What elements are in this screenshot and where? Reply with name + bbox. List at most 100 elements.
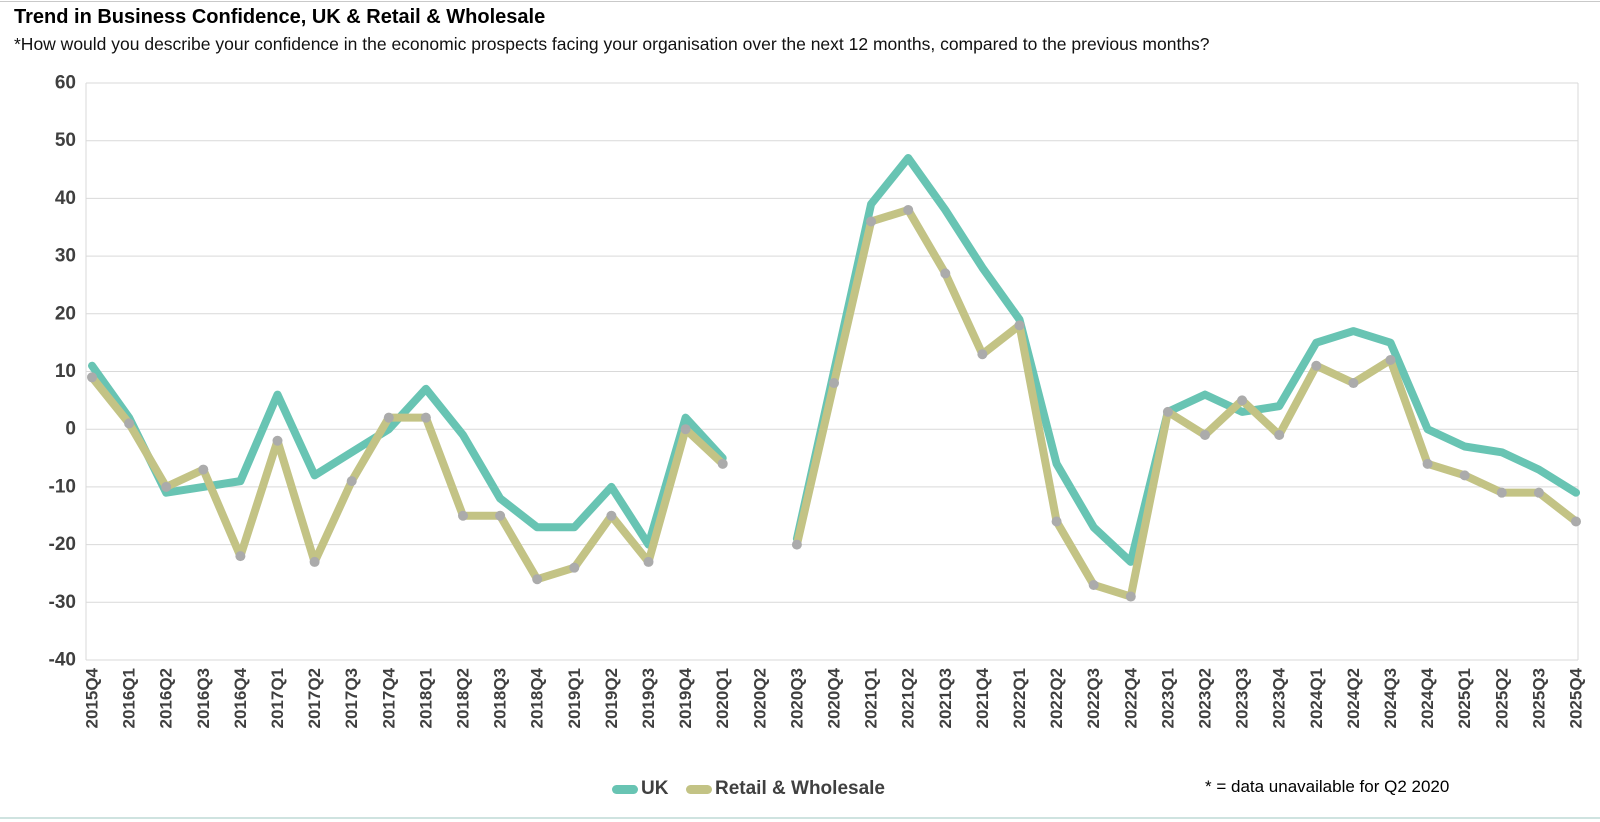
data-point-marker <box>903 204 914 215</box>
data-point-marker <box>940 268 951 279</box>
y-tick-label: 10 <box>55 361 76 382</box>
x-tick-label: 2016Q1 <box>120 668 139 729</box>
x-tick-label: 2025Q1 <box>1455 668 1474 729</box>
x-tick-label: 2021Q4 <box>973 667 992 728</box>
x-tick-label: 2025Q4 <box>1567 667 1586 728</box>
y-tick-label: 40 <box>55 188 76 209</box>
y-tick-label: -10 <box>49 476 76 497</box>
x-axis-labels: 2015Q4 2016Q1 2016Q2 2016Q3 2016Q4 2017Q1 2017… <box>83 667 1586 728</box>
x-tick-label: 2021Q2 <box>899 668 918 729</box>
x-tick-label: 2019Q2 <box>602 668 621 729</box>
x-tick-label: 2021Q1 <box>862 668 881 729</box>
data-point-marker <box>1200 429 1210 440</box>
data-point-marker <box>606 510 617 521</box>
data-point-marker <box>198 464 209 475</box>
gridlines <box>85 82 1579 661</box>
x-tick-label: 2020Q1 <box>713 668 732 729</box>
data-point-marker <box>458 510 468 521</box>
x-tick-label: 2024Q2 <box>1344 668 1363 729</box>
x-tick-label: 2018Q3 <box>491 668 510 729</box>
x-tick-label: 2022Q4 <box>1121 667 1140 728</box>
x-tick-label: 2019Q4 <box>676 667 695 728</box>
data-point-marker <box>235 551 246 562</box>
data-point-marker <box>1162 406 1173 417</box>
x-tick-label: 2018Q2 <box>454 668 473 729</box>
data-point-marker <box>1571 516 1581 527</box>
x-tick-label: 2025Q3 <box>1529 668 1548 729</box>
data-point-marker <box>346 476 357 487</box>
legend-label-retail-wholesale: Retail & Wholesale <box>715 778 885 799</box>
data-point-marker <box>866 216 877 227</box>
series-line-uk <box>792 154 1580 566</box>
x-tick-label: 2015Q4 <box>83 667 102 728</box>
chart-legend: UK Retail & Wholesale * = data unavailab… <box>0 770 1600 806</box>
data-point-marker <box>1125 591 1136 602</box>
data-point-marker <box>1496 487 1507 498</box>
x-tick-label: 2024Q3 <box>1381 668 1400 729</box>
data-point-marker <box>532 574 543 585</box>
x-tick-label: 2024Q4 <box>1418 667 1437 728</box>
y-tick-label: 30 <box>55 246 76 267</box>
data-point-marker <box>1311 360 1322 371</box>
data-point-marker <box>383 412 394 423</box>
y-axis-labels: 60 50 40 30 20 10 0 -10 -20 -30 -40 <box>49 73 76 671</box>
y-tick-label: -20 <box>49 534 76 555</box>
x-tick-label: 2017Q4 <box>379 667 398 728</box>
y-tick-label: 50 <box>55 130 76 151</box>
data-point-marker <box>1088 579 1099 590</box>
retail-wholesale-series-swatch <box>686 784 712 794</box>
x-tick-label: 2023Q2 <box>1196 668 1215 729</box>
legend-item-retail-wholesale: Retail & Wholesale <box>686 778 885 800</box>
x-tick-label: 2020Q2 <box>750 668 769 729</box>
y-tick-label: -30 <box>49 592 76 613</box>
legend-item-uk: UK <box>612 778 668 800</box>
data-point-marker <box>791 539 802 550</box>
data-point-marker <box>829 378 839 389</box>
y-tick-label: 0 <box>65 419 76 440</box>
data-point-marker <box>1348 378 1359 389</box>
x-tick-label: 2019Q1 <box>565 668 584 729</box>
x-tick-label: 2023Q4 <box>1270 667 1289 728</box>
data-point-marker <box>495 510 506 521</box>
x-tick-label: 2022Q3 <box>1084 668 1103 729</box>
series-line-uk <box>88 361 727 549</box>
x-tick-label: 2019Q3 <box>639 668 658 729</box>
data-point-marker <box>1051 516 1062 527</box>
data-point-marker <box>124 418 135 429</box>
y-tick-label: 20 <box>55 303 76 324</box>
data-point-marker <box>643 556 654 567</box>
data-point-marker <box>161 481 172 492</box>
x-tick-label: 2022Q2 <box>1047 668 1066 729</box>
y-tick-label: -40 <box>49 650 76 671</box>
series-lines <box>88 154 1580 601</box>
data-point-marker <box>1422 458 1433 469</box>
bottom-border-line <box>0 817 1600 819</box>
x-tick-label: 2023Q3 <box>1233 668 1252 729</box>
x-tick-label: 2018Q4 <box>528 667 547 728</box>
x-tick-label: 2018Q1 <box>416 668 435 729</box>
data-point-marker <box>1014 320 1025 331</box>
data-point-marker <box>680 424 691 435</box>
y-tick-label: 60 <box>55 73 76 94</box>
data-point-marker <box>977 349 988 360</box>
x-tick-label: 2023Q1 <box>1158 668 1177 729</box>
series-line-retail-wholesale <box>88 373 727 584</box>
x-tick-label: 2017Q1 <box>268 668 287 729</box>
uk-series-swatch <box>612 784 638 794</box>
data-point-marker <box>1385 354 1396 365</box>
data-point-marker <box>420 412 431 423</box>
data-point-marker <box>1459 470 1470 481</box>
series-line-retail-wholesale <box>792 205 1580 601</box>
x-tick-label: 2016Q4 <box>231 667 250 728</box>
data-point-marker <box>87 372 97 383</box>
x-tick-label: 2017Q2 <box>305 668 324 729</box>
data-point-marker <box>1533 487 1544 498</box>
x-tick-label: 2025Q2 <box>1492 668 1511 729</box>
data-point-marker <box>1274 429 1285 440</box>
x-tick-label: 2016Q2 <box>157 668 176 729</box>
x-tick-label: 2020Q4 <box>825 667 844 728</box>
data-point-marker <box>309 556 320 567</box>
missing-data-note: * = data unavailable for Q2 2020 <box>1205 777 1450 796</box>
x-tick-label: 2017Q3 <box>342 668 361 729</box>
